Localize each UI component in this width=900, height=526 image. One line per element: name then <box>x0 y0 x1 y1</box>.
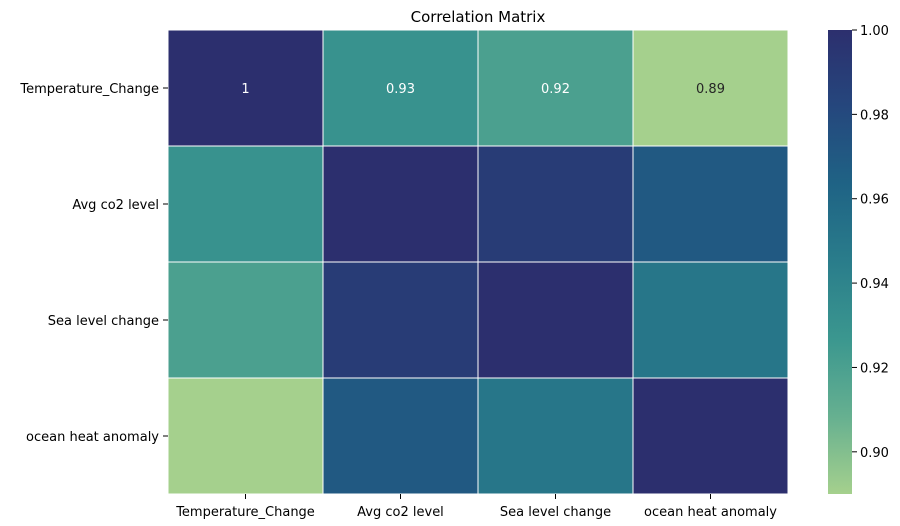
heatmap-cell <box>477 29 634 147</box>
heatmap-cell <box>322 145 479 263</box>
heatmap-cell <box>167 29 324 147</box>
chart-title: Correlation Matrix <box>411 8 546 26</box>
heatmap-cells <box>167 29 789 495</box>
x-tick-label: ocean heat anomaly <box>644 505 777 520</box>
colorbar-gradient <box>828 30 852 494</box>
heatmap-cell <box>167 261 324 379</box>
heatmap-cell <box>632 261 789 379</box>
heatmap-cell <box>477 377 634 495</box>
x-tick-label: Temperature_Change <box>175 505 315 520</box>
heatmap-cell <box>477 261 634 379</box>
heatmap-cell <box>167 145 324 263</box>
heatmap-cell <box>322 261 479 379</box>
cell-annotation: 0.89 <box>696 82 725 97</box>
colorbar-tick-label: 0.94 <box>860 277 889 292</box>
y-axis-tick-labels: Temperature_Change Avg co2 level Sea level… <box>19 82 168 445</box>
y-tick-label: ocean heat anomaly <box>26 430 159 445</box>
colorbar-tick-label: 1.00 <box>860 24 889 39</box>
y-tick-label: Sea level change <box>48 314 159 329</box>
colorbar-tick-label: 0.90 <box>860 446 889 461</box>
x-tick-label: Avg co2 level <box>357 505 444 520</box>
cell-annotation: 0.92 <box>541 82 570 97</box>
x-tick-label: Sea level change <box>500 505 611 520</box>
colorbar-tick-label: 0.96 <box>860 193 889 208</box>
heatmap-cell <box>632 377 789 495</box>
colorbar: 0.90 0.92 0.94 0.96 0.98 1.00 <box>828 24 889 494</box>
y-tick-label: Avg co2 level <box>72 198 159 213</box>
heatmap-cell <box>632 145 789 263</box>
heatmap-cell <box>632 29 789 147</box>
cell-annotation: 0.93 <box>386 82 415 97</box>
colorbar-tick-label: 0.98 <box>860 108 889 123</box>
colorbar-tick-label: 0.92 <box>860 361 889 376</box>
cell-annotation: 1 <box>241 82 249 97</box>
heatmap-cell <box>167 377 324 495</box>
x-axis-tick-labels: Temperature_Change Avg co2 level Sea level… <box>175 494 777 520</box>
y-tick-label: Temperature_Change <box>19 82 159 97</box>
heatmap-annotations: 1 0.93 0.92 0.89 <box>241 82 725 97</box>
heatmap-cell <box>322 377 479 495</box>
heatmap-cell <box>477 145 634 263</box>
heatmap-cell <box>322 29 479 147</box>
